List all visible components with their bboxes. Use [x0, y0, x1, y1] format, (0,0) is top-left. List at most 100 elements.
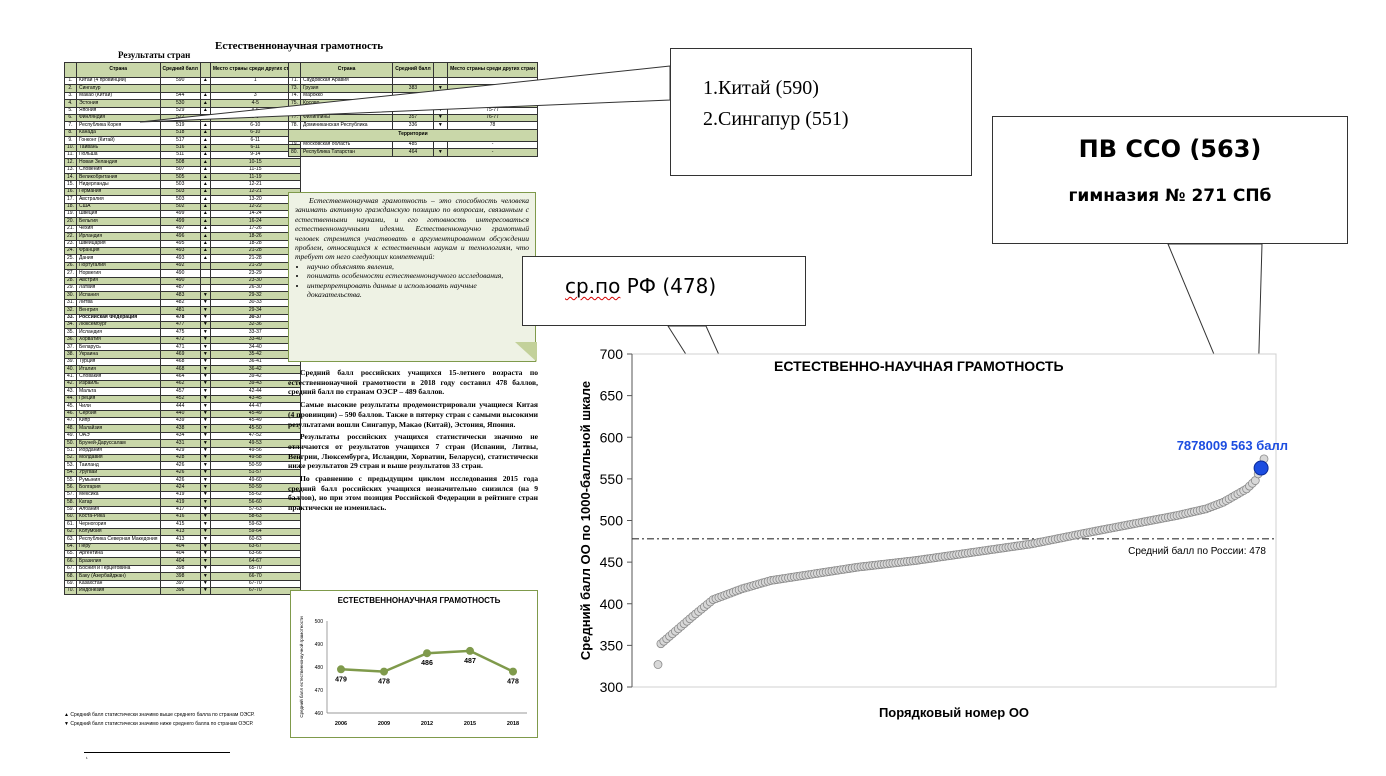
- x-axis-label: Порядковый номер ОО: [879, 705, 1029, 720]
- table-row: 68. Баку (Азербайджан) 398 ▼ 66-70: [64, 572, 301, 581]
- top-callout-pointer: [139, 65, 671, 123]
- legend-note-above: ▲ Средний балл статистически значимо выш…: [64, 712, 255, 718]
- trend-x-tick: 2018: [507, 721, 519, 727]
- y-axis-label: Средний балл ОО по 1000-балльной шкале: [578, 381, 593, 660]
- trend-point: [466, 646, 474, 655]
- column-header: Место страны среди других стран: [447, 62, 538, 78]
- column-header: Страна: [75, 62, 161, 78]
- legend-note-below: ▼ Средний балл статистически значимо ниж…: [64, 721, 254, 727]
- table-row: 34. Люксембург 477 ▼ 32-36: [64, 320, 301, 330]
- definition-text: Естественнонаучная грамотность – это спо…: [295, 196, 529, 262]
- school-scatter-chart: 300 350 400 450 500 550 600 650 700 ЕСТЕСТВЕННО-Н…: [578, 346, 1288, 720]
- russia-average-callout: ср.по РФ (478): [522, 256, 806, 326]
- y-tick-label: 350: [600, 637, 624, 653]
- table-row: 8. Канада 518 ▲ 6-10: [64, 128, 301, 138]
- rank-cell: 70.: [64, 586, 77, 596]
- table-row: 20. Бельгия 499 ▲ 16-24: [64, 217, 301, 226]
- trend-x-tick: 2015: [464, 721, 476, 727]
- report-body-text: Средний балл российских учащихся 15-летн…: [288, 368, 538, 516]
- trend-point: [337, 665, 345, 674]
- trend-data-label: 478: [507, 679, 519, 686]
- trend-y-tick: 480: [315, 665, 324, 671]
- table-row: 50. Бруней-Даруссалам 431 ▼ 49-53: [64, 439, 301, 448]
- trend-y-tick: 470: [315, 688, 324, 694]
- body-paragraph: По сравнению с предыдущим циклом исследо…: [288, 474, 538, 513]
- trend-x-tick: 2006: [335, 721, 347, 727]
- trend-y-tick: 460: [315, 711, 324, 717]
- column-header: [432, 62, 449, 78]
- score-cell: 396: [159, 586, 201, 596]
- significance-cell: ▼: [432, 148, 449, 157]
- territories-header-row: Территории: [288, 128, 538, 142]
- trend-data-label: 487: [464, 658, 476, 665]
- school-callout: ПВ ССО (563) гимназия № 271 СПб: [992, 116, 1348, 244]
- table-row: 80. Республика Татарстан 464 ▼ -: [288, 148, 538, 157]
- school-score-label: ПВ ССО (563): [1078, 135, 1262, 163]
- y-tick-label: 500: [600, 513, 624, 529]
- place-cell: -: [447, 148, 538, 157]
- avg-callout-prefix: ср.по: [565, 274, 621, 298]
- table-row: 46. Сербия 440 ▼ 45-49: [64, 409, 301, 418]
- body-paragraph: Средний балл российских учащихся 15-летн…: [288, 368, 538, 397]
- y-tick-label: 650: [600, 388, 624, 404]
- avg-callout-rest: РФ (478): [620, 274, 717, 298]
- trend-data-label: 478: [378, 679, 390, 686]
- table-row: 36. Хорватия 472 ▼ 33-40: [64, 335, 301, 345]
- table-caption: Результаты стран: [118, 50, 191, 60]
- trend-x-tick: 2012: [421, 721, 433, 727]
- definition-bullet: научно объяснять явления,: [307, 262, 529, 271]
- significance-cell: ▼: [432, 121, 449, 130]
- footnote-mark: ¹: [86, 756, 88, 762]
- y-tick-label: 550: [600, 471, 624, 487]
- footnote-rule: [84, 752, 230, 753]
- y-tick-label: 300: [600, 679, 624, 695]
- table-row: 4. Эстония 530 ▲ 4-5: [64, 99, 301, 108]
- y-tick-label: 700: [600, 346, 624, 362]
- body-paragraph: Самые высокие результаты продемонстриров…: [288, 400, 538, 429]
- school-name-label: гимназия № 271 СПб: [1068, 186, 1272, 206]
- report-page: Естественнонаучная грамотность Результат…: [0, 0, 560, 776]
- table-row: 49. ОАЭ 434 ▼ 47-52: [64, 431, 301, 441]
- scatter-chart-title: ЕСТЕСТВЕННО-НАУЧНАЯ ГРАМОТНОСТЬ: [774, 358, 1064, 374]
- table-row: 30. Испания 483 ▼ 29-32: [64, 291, 301, 300]
- trend-y-tick: 490: [315, 642, 324, 648]
- column-header: Место страны среди других стран: [209, 62, 301, 78]
- callout-country-1: 1.Китай (590): [703, 77, 819, 99]
- report-title: Естественнонаучная грамотность: [215, 40, 384, 52]
- table-row: 78. Доминиканская Республика 336 ▼ 78: [288, 121, 538, 130]
- table-row: 44. Греция 452 ▼ 43-45: [64, 394, 301, 404]
- russia-average-label: Средний балл по России: 478: [1128, 545, 1266, 557]
- territories-header: Территории: [288, 128, 538, 142]
- highlighted-school-label: 7878009 563 балл: [1177, 438, 1288, 453]
- plot-area: [631, 353, 1277, 688]
- column-header: Средний балл: [392, 62, 434, 78]
- trend-point: [509, 667, 517, 676]
- definition-box-fold: [515, 342, 537, 362]
- trend-chart: ЕСТЕСТВЕННОНАУЧНАЯ ГРАМОТНОСТЬ 460 470 480 4…: [298, 596, 527, 727]
- y-tick-label: 400: [600, 596, 624, 612]
- trend-chart-title: ЕСТЕСТВЕННОНАУЧНАЯ ГРАМОТНОСТЬ: [338, 596, 501, 605]
- highlighted-school-point: [1253, 460, 1269, 476]
- trend-chart-frame: ЕСТЕСТВЕННОНАУЧНАЯ ГРАМОТНОСТЬ 460 470 480 4…: [290, 590, 538, 738]
- definition-bullet: интерпретировать данные и использовать н…: [307, 281, 529, 300]
- place-cell: 78: [447, 121, 538, 130]
- table-row: 71. Саудовская Аравия: [288, 76, 538, 86]
- trend-point: [380, 667, 388, 676]
- y-tick-label: 600: [600, 429, 624, 445]
- trend-x-tick: 2009: [378, 721, 390, 727]
- table-row: 69. Казахстан 397 ▼ 67-70: [64, 579, 301, 588]
- trend-y-label: Средний балл естественнонаучной грамотно…: [298, 616, 304, 718]
- table-row: 14. Великобритания 505 ▲ 11-19: [64, 173, 301, 182]
- definition-bullet: понимать особенности естественнонаучного…: [307, 271, 529, 280]
- top-countries-callout: 1.Китай (590) 2.Сингапур (551): [670, 48, 972, 176]
- table-row: 60. Коста-Рика 416 ▼ 58-63: [64, 513, 301, 522]
- body-paragraph: Результаты российских учащихся статистич…: [288, 432, 538, 471]
- table-row: 1. Китай (4 провинции) 590 ▲ 1: [64, 76, 301, 86]
- table-row: 70. Индонезия 396 ▼ 67-70: [64, 586, 301, 596]
- trend-point: [423, 649, 431, 658]
- callout-country-2: 2.Сингапур (551): [703, 108, 849, 130]
- trend-y-tick: 500: [315, 619, 324, 625]
- y-tick-label: 450: [600, 554, 624, 570]
- table-row: 2. Сингапур: [64, 84, 301, 93]
- trend-data-label: 486: [421, 660, 433, 667]
